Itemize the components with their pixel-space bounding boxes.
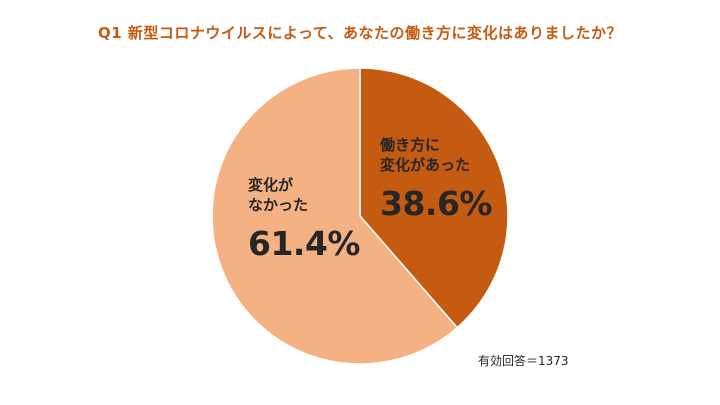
pie-slice-changed: [359, 67, 509, 329]
label-changed: 働き方に 変化があった 38.6%: [380, 136, 493, 226]
response-count-note: 有効回答＝1373: [478, 354, 569, 368]
chart-title: Q1 新型コロナウイルスによって、あなたの働き方に変化はありましたか？: [98, 24, 622, 42]
slice-name-unchanged: 変化が なかった: [248, 176, 309, 214]
slice-value-changed: 38.6%: [380, 184, 493, 223]
label-unchanged: 変化が なかった 61.4%: [248, 176, 361, 266]
pie-slice-unchanged: [211, 67, 459, 365]
slice-name-changed: 働き方に 変化があった: [380, 136, 471, 174]
slice-value-unchanged: 61.4%: [248, 224, 361, 263]
